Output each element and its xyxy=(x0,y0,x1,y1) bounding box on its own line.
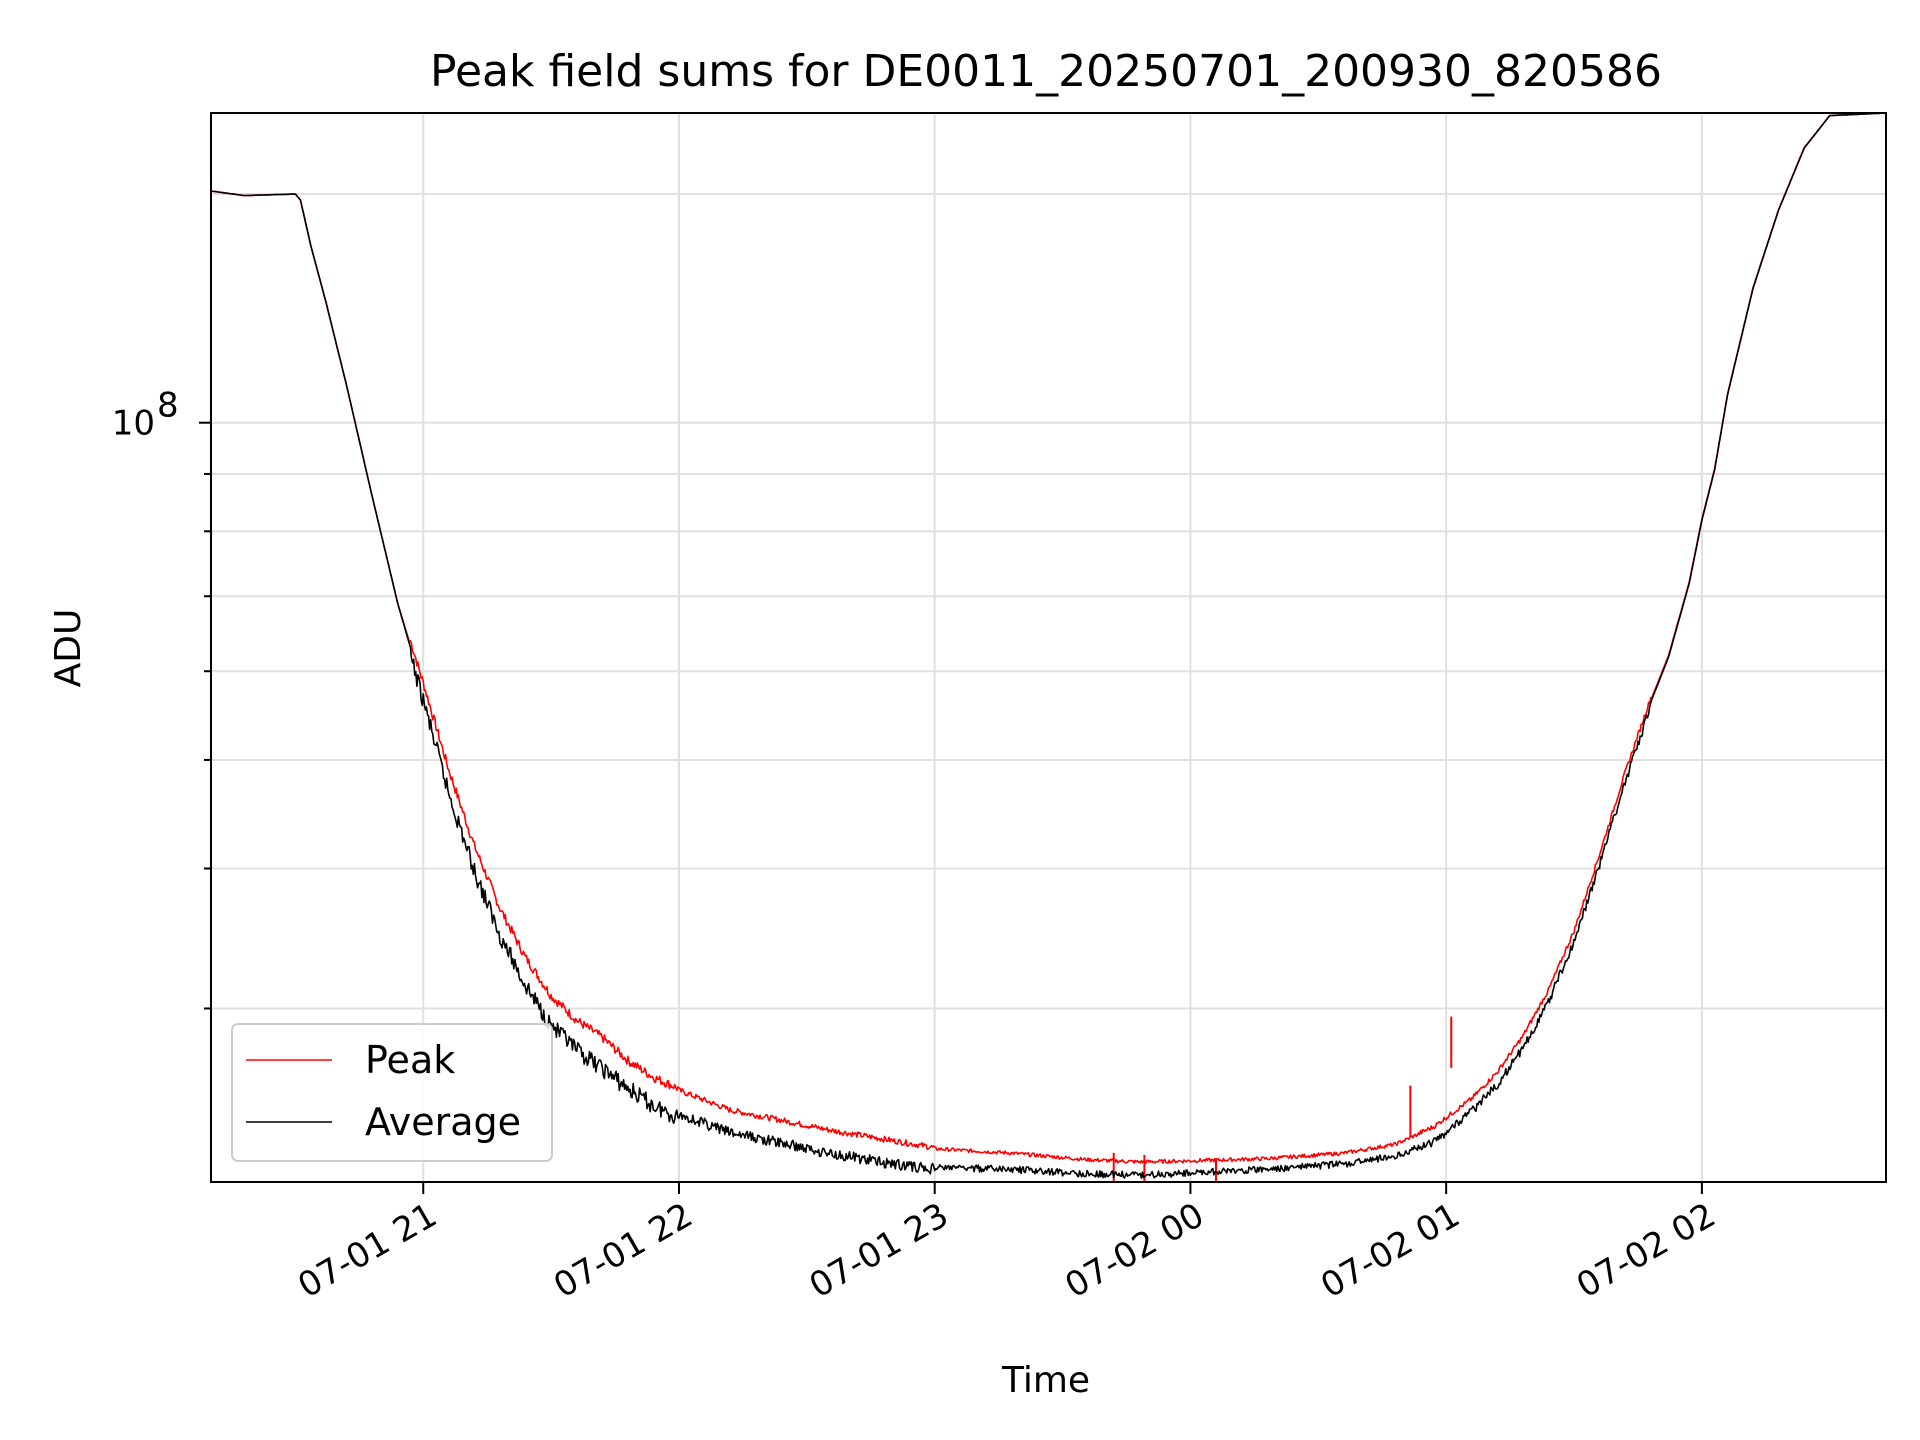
legend-average-label: Average xyxy=(365,1100,521,1144)
chart-title: Peak field sums for DE0011_20250701_2009… xyxy=(430,46,1662,97)
plot-frame xyxy=(210,112,1887,1183)
series-average-line xyxy=(211,113,1886,1179)
legend-box xyxy=(231,1023,553,1162)
legend-peak-label: Peak xyxy=(365,1038,455,1082)
y-axis: 10 8 xyxy=(112,386,211,1010)
y-axis-label: ADU xyxy=(48,609,89,688)
legend: Peak Average xyxy=(231,1023,553,1162)
x-axis-label: Time xyxy=(1001,1360,1090,1401)
y-tick-label: 10 xyxy=(112,404,155,444)
series-layer xyxy=(211,113,1886,1182)
grid xyxy=(211,113,1886,1182)
y-tick-label-exponent: 8 xyxy=(157,386,179,426)
series-peak-line xyxy=(211,113,1886,1165)
